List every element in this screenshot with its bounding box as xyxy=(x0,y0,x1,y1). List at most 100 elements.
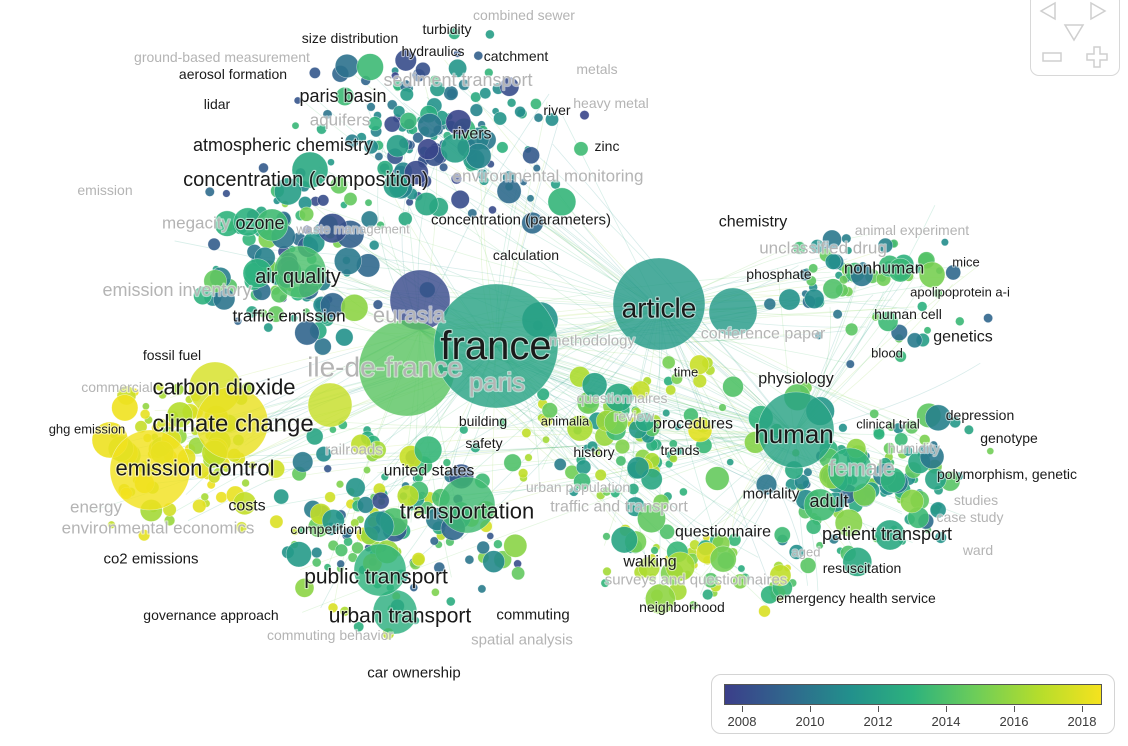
keyword-label[interactable]: commercial xyxy=(80,378,154,396)
keyword-node[interactable] xyxy=(880,467,906,494)
keyword-node[interactable] xyxy=(322,109,333,120)
keyword-node[interactable] xyxy=(602,566,612,577)
keyword-node[interactable] xyxy=(497,417,508,428)
keyword-node[interactable] xyxy=(383,115,401,133)
keyword-node[interactable] xyxy=(904,420,919,435)
keyword-node[interactable] xyxy=(273,488,290,505)
keyword-node[interactable] xyxy=(335,328,354,347)
keyword-label[interactable]: humidity xyxy=(887,439,941,457)
keyword-node[interactable] xyxy=(107,520,116,529)
keyword-node[interactable] xyxy=(415,61,431,78)
keyword-node[interactable] xyxy=(394,49,417,72)
keyword-node[interactable] xyxy=(438,476,496,534)
keyword-node[interactable] xyxy=(293,96,302,105)
keyword-node[interactable] xyxy=(317,194,330,207)
keyword-node[interactable] xyxy=(222,189,231,198)
keyword-node[interactable] xyxy=(307,382,353,428)
keyword-node[interactable] xyxy=(266,459,286,479)
keyword-node[interactable] xyxy=(533,112,544,123)
keyword-node[interactable] xyxy=(445,596,456,607)
keyword-node[interactable] xyxy=(294,578,315,598)
keyword-node[interactable] xyxy=(329,176,348,195)
keyword-node[interactable] xyxy=(808,263,819,274)
keyword-node[interactable] xyxy=(193,462,210,480)
keyword-node[interactable] xyxy=(470,91,482,103)
keyword-label[interactable]: metals xyxy=(575,60,618,78)
keyword-node[interactable] xyxy=(339,606,350,617)
keyword-node[interactable] xyxy=(902,445,914,457)
keyword-node[interactable] xyxy=(679,487,688,497)
keyword-label[interactable]: sediment transport xyxy=(382,69,533,91)
keyword-node[interactable] xyxy=(610,488,621,498)
keyword-label[interactable]: article xyxy=(621,291,698,324)
keyword-node[interactable] xyxy=(450,190,470,210)
keyword-node[interactable] xyxy=(581,372,608,398)
keyword-node[interactable] xyxy=(688,600,699,611)
keyword-node[interactable] xyxy=(792,241,807,255)
keyword-node[interactable] xyxy=(442,458,452,467)
keyword-node[interactable] xyxy=(269,514,284,529)
keyword-node[interactable] xyxy=(568,486,579,497)
keyword-node[interactable] xyxy=(924,468,947,491)
keyword-node[interactable] xyxy=(477,584,487,594)
keyword-node[interactable] xyxy=(327,602,339,613)
keyword-node[interactable] xyxy=(705,466,730,491)
keyword-node[interactable] xyxy=(916,301,928,312)
keyword-node[interactable] xyxy=(298,206,314,222)
keyword-node[interactable] xyxy=(353,621,365,633)
keyword-node[interactable] xyxy=(702,572,719,589)
keyword-node[interactable] xyxy=(171,383,185,396)
keyword-node[interactable] xyxy=(391,71,400,81)
keyword-node[interactable] xyxy=(399,87,414,102)
keyword-node[interactable] xyxy=(645,583,676,615)
keyword-node[interactable] xyxy=(109,429,191,511)
keyword-node[interactable] xyxy=(386,134,410,158)
keyword-node[interactable] xyxy=(669,454,678,463)
keyword-node[interactable] xyxy=(367,116,383,132)
keyword-node[interactable] xyxy=(321,509,345,533)
keyword-node[interactable] xyxy=(404,160,429,185)
keyword-node[interactable] xyxy=(824,253,842,270)
keyword-node[interactable] xyxy=(141,402,150,411)
keyword-node[interactable] xyxy=(334,543,349,557)
keyword-node[interactable] xyxy=(376,221,385,230)
keyword-label[interactable]: chemistry xyxy=(718,212,789,231)
keyword-node[interactable] xyxy=(417,113,443,138)
keyword-node[interactable] xyxy=(363,510,395,542)
keyword-label[interactable]: clinical trial xyxy=(855,415,921,432)
keyword-node[interactable] xyxy=(637,504,666,533)
keyword-label[interactable]: costs xyxy=(227,496,267,515)
keyword-node[interactable] xyxy=(335,86,355,106)
keyword-node[interactable] xyxy=(627,483,640,495)
keyword-node[interactable] xyxy=(323,464,332,473)
keyword-label[interactable]: polymorphism, genetic xyxy=(936,465,1078,483)
keyword-node[interactable] xyxy=(805,519,822,535)
keyword-label[interactable]: unclassified drug xyxy=(758,237,888,258)
keyword-label[interactable]: river xyxy=(542,101,572,119)
keyword-node[interactable] xyxy=(877,311,899,332)
keyword-node[interactable] xyxy=(542,435,550,444)
keyword-node[interactable] xyxy=(414,192,439,216)
keyword-node[interactable] xyxy=(411,552,426,566)
keyword-node[interactable] xyxy=(553,457,567,471)
keyword-node[interactable] xyxy=(207,237,221,251)
keyword-node[interactable] xyxy=(356,53,384,81)
keyword-node[interactable] xyxy=(803,488,837,522)
keyword-node[interactable] xyxy=(473,50,484,61)
keyword-node[interactable] xyxy=(111,394,139,422)
keyword-node[interactable] xyxy=(573,141,589,157)
keyword-label[interactable]: co2 emissions xyxy=(102,549,199,568)
keyword-node[interactable] xyxy=(486,532,495,540)
keyword-node[interactable] xyxy=(356,496,375,514)
keyword-node[interactable] xyxy=(351,541,364,555)
keyword-node[interactable] xyxy=(758,604,771,618)
keyword-label[interactable]: conference paper xyxy=(700,324,827,343)
keyword-label[interactable]: genetics xyxy=(932,327,994,346)
keyword-node[interactable] xyxy=(255,208,289,242)
keyword-label[interactable]: surveys and questionnaires xyxy=(604,570,789,589)
keyword-node[interactable] xyxy=(248,461,257,470)
keyword-node[interactable] xyxy=(440,133,470,164)
keyword-label[interactable]: turbidity xyxy=(421,20,472,38)
keyword-node[interactable] xyxy=(232,491,257,516)
